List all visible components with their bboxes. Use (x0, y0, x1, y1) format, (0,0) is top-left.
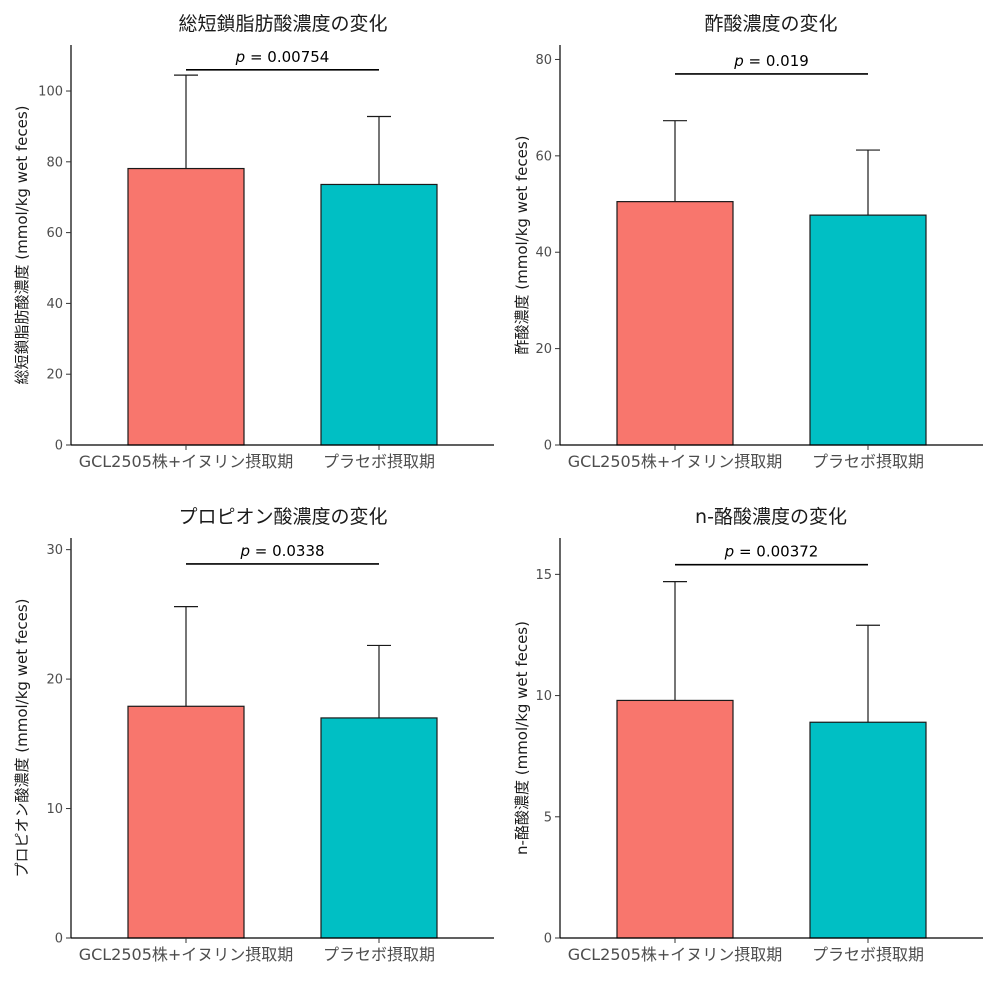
bar-2 (320, 717, 438, 939)
y-tick-label: 5 (544, 810, 552, 825)
x-category-label-2: プラセボ摂取期 (812, 945, 924, 964)
y-tick-label: 20 (535, 342, 552, 357)
y-tick-label: 40 (535, 246, 552, 261)
bar-1 (127, 167, 245, 446)
y-tick-label: 40 (46, 297, 63, 312)
x-category-label-1: GCL2505株+イヌリン摂取期 (568, 945, 783, 964)
p-value-label: p = 0.019 (733, 52, 809, 70)
p-value-label: p = 0.00754 (235, 48, 330, 66)
y-tick-label: 60 (46, 226, 63, 241)
x-category-label-1: GCL2505株+イヌリン摂取期 (79, 945, 294, 964)
y-tick-label: 10 (46, 802, 63, 817)
y-tick-label: 30 (46, 543, 63, 558)
x-category-label-2: プラセボ摂取期 (323, 945, 435, 964)
y-tick-label: 0 (55, 932, 63, 947)
bar-1 (616, 201, 734, 446)
p-symbol: p (724, 543, 735, 561)
y-axis-label: 酢酸濃度 (mmol/kg wet feces) (513, 135, 531, 354)
y-tick-label: 0 (544, 932, 552, 947)
p-value-number: = 0.0338 (250, 542, 325, 560)
chart-title: n-酪酸濃度の変化 (695, 506, 847, 528)
bar-1 (616, 699, 734, 939)
y-tick-label: 20 (46, 368, 63, 383)
x-category-label-1: GCL2505株+イヌリン摂取期 (568, 452, 783, 471)
bar-2 (809, 721, 927, 939)
y-axis-label: プロピオン酸濃度 (mmol/kg wet feces) (13, 598, 31, 877)
chart-title: 総短鎖脂肪酸濃度の変化 (178, 13, 387, 35)
chart-panel-4: n-酪酸濃度の変化 n-酪酸濃度 (mmol/kg wet feces) 0 5 10 1… (513, 506, 983, 964)
y-tick-label: 0 (544, 439, 552, 454)
x-category-label-2: プラセボ摂取期 (812, 452, 924, 471)
bar-2 (320, 183, 438, 446)
chart-title: 酢酸濃度の変化 (704, 13, 837, 35)
p-value-number: = 0.00754 (245, 48, 329, 66)
y-tick-label: 0 (55, 439, 63, 454)
bar-1 (127, 705, 245, 939)
p-symbol: p (235, 48, 246, 66)
y-axis-label: n-酪酸濃度 (mmol/kg wet feces) (513, 621, 531, 855)
p-symbol: p (733, 52, 744, 70)
x-category-label-1: GCL2505株+イヌリン摂取期 (79, 452, 294, 471)
y-tick-label: 100 (38, 85, 63, 100)
y-tick-label: 60 (535, 149, 552, 164)
p-symbol: p (239, 542, 250, 560)
y-tick-label: 10 (535, 689, 552, 704)
p-value-label: p = 0.0338 (239, 542, 324, 560)
y-axis-label: 総短鎖脂肪酸濃度 (mmol/kg wet feces) (13, 105, 31, 384)
p-value-number: = 0.00372 (734, 543, 818, 561)
x-category-label-2: プラセボ摂取期 (323, 452, 435, 471)
y-tick-label: 15 (535, 568, 552, 583)
bar-2 (809, 214, 927, 446)
chart-title: プロピオン酸濃度の変化 (178, 506, 387, 528)
y-tick-label: 80 (535, 53, 552, 68)
y-tick-label: 20 (46, 673, 63, 688)
y-tick-label: 80 (46, 155, 63, 170)
p-value-label: p = 0.00372 (724, 543, 819, 561)
p-value-number: = 0.019 (744, 52, 809, 70)
